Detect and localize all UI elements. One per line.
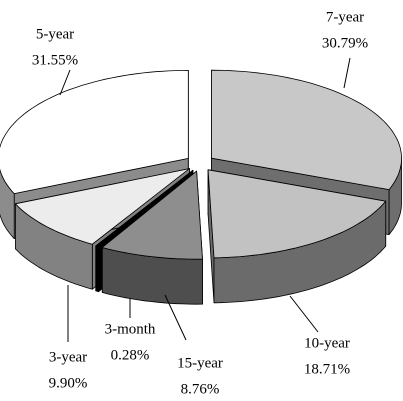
slice-value-label: 0.28% [111,347,150,363]
pie-slice [14,168,190,245]
slice-value-label: 31.55% [32,52,78,68]
leader-line [343,57,351,89]
slice-label: 7-year [326,9,364,25]
slice-label: 5-year [36,26,74,42]
leader-line [164,294,187,341]
pie-slice [95,169,194,248]
leader-line [59,69,71,96]
slice-value-label: 18.71% [304,361,350,377]
slice-value-label: 30.79% [322,35,368,51]
pie-slice [0,70,189,195]
pie-slice [101,170,203,260]
slice-label: 10-year [304,335,350,351]
slice-value-label: 8.76% [181,381,220,397]
slice-label: 15-year [177,355,223,371]
pie-slice [211,69,402,191]
leader-line [289,295,319,333]
slice-label: 3-month [105,321,156,337]
pie-slice [207,169,387,259]
slice-label: 3-year [49,349,87,365]
slice-outer-wall [95,245,99,293]
slice-value-label: 9.90% [49,375,88,391]
